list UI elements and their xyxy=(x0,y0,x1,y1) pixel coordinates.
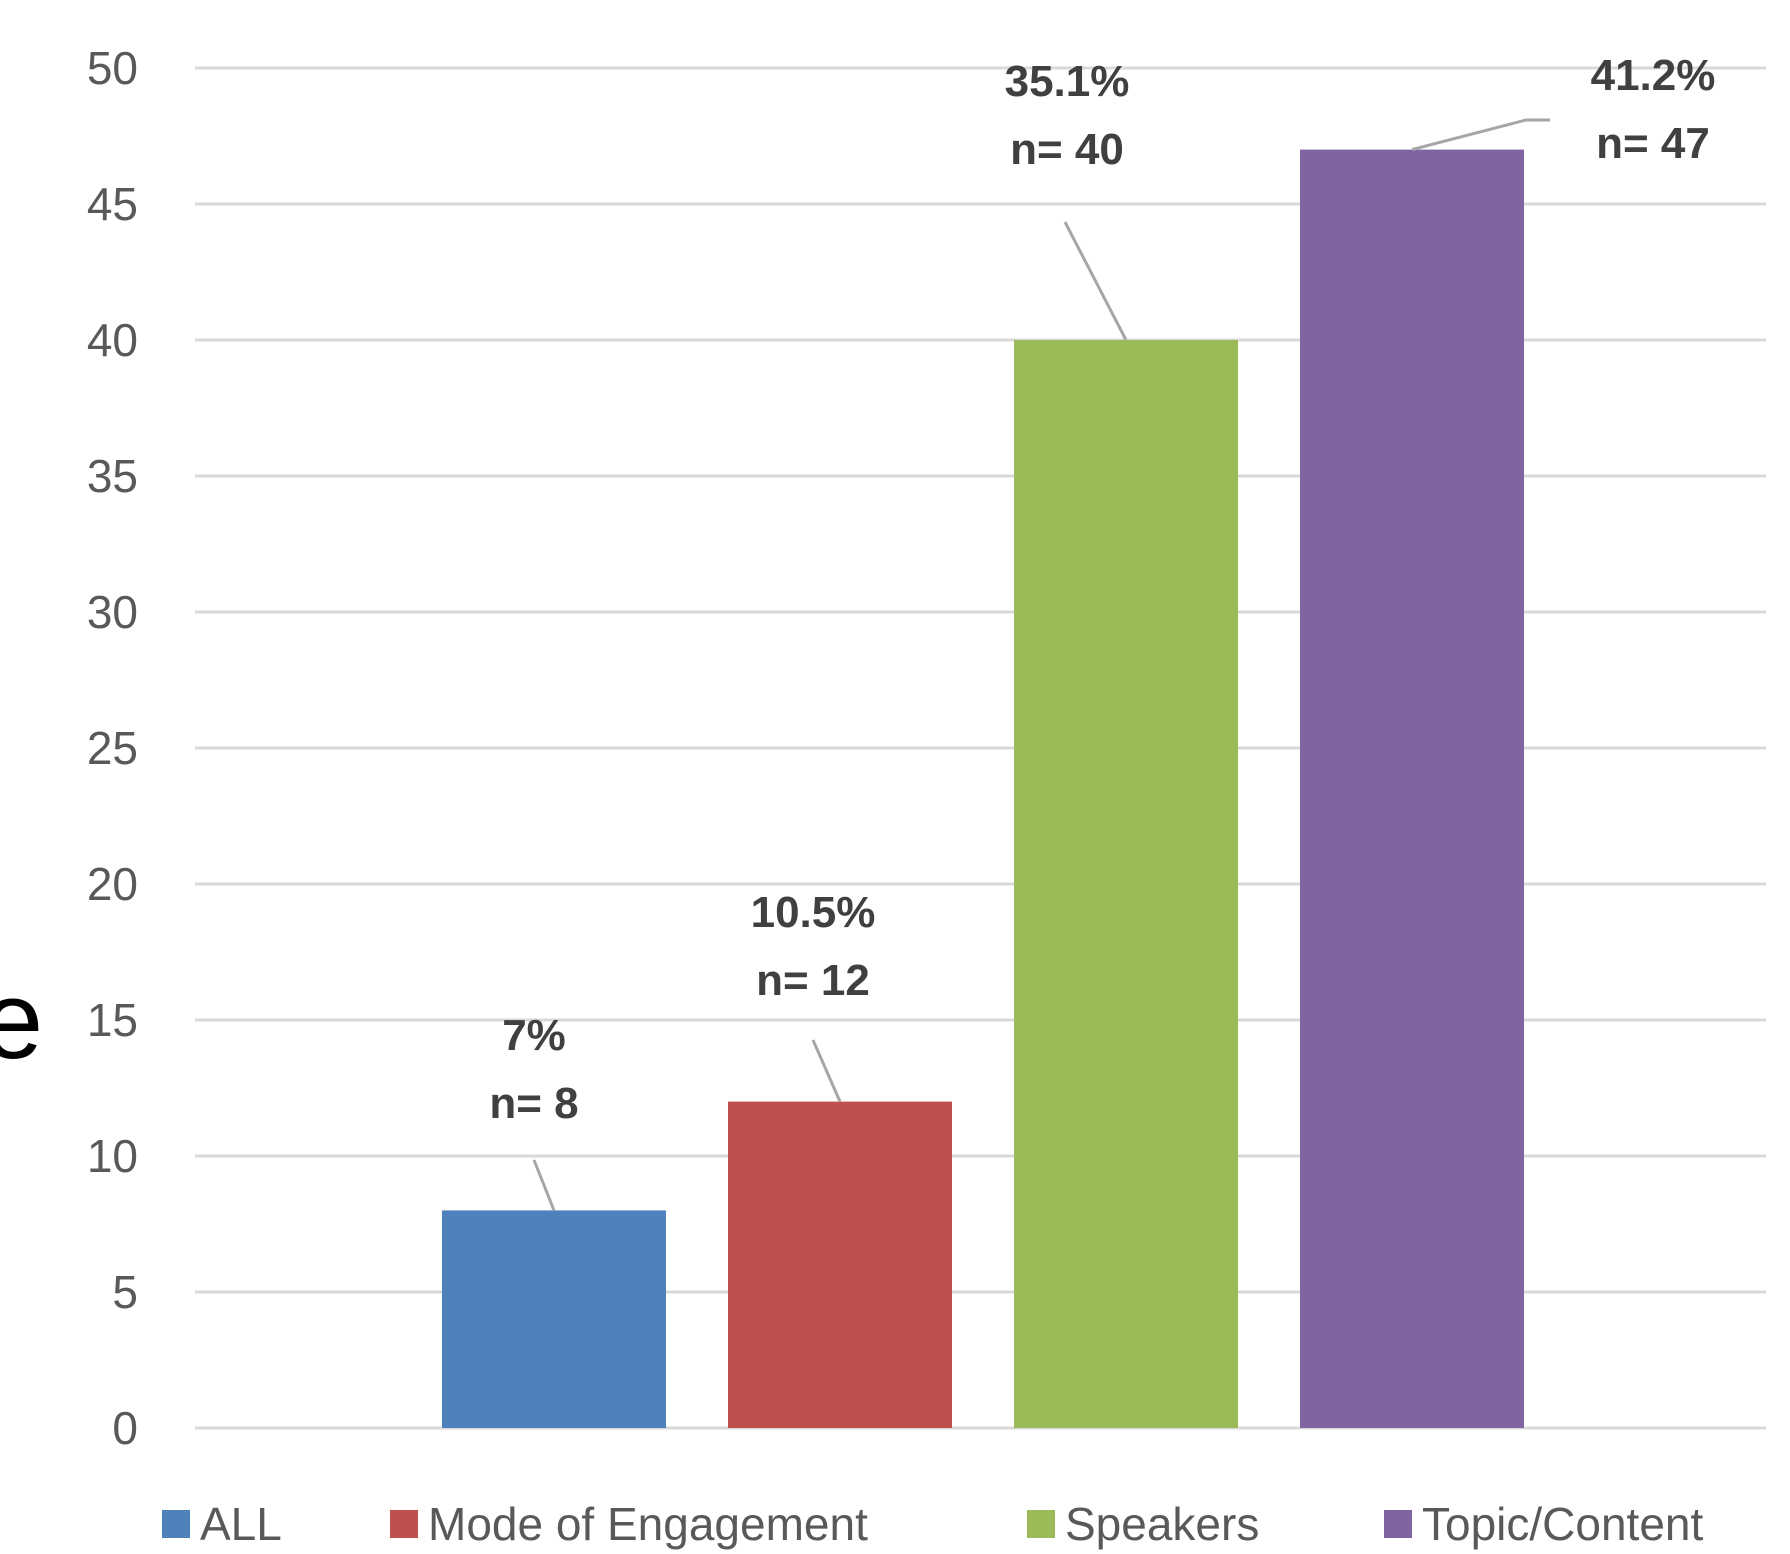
legend-swatch xyxy=(390,1510,418,1538)
data-labels: 7% n= 8 10.5% n= 12 35.1% n= 40 41.2% n= 47 xyxy=(489,51,1716,1211)
data-label-n: n= 47 xyxy=(1596,119,1710,168)
data-label-n: n= 8 xyxy=(489,1079,578,1128)
y-tick-label: 25 xyxy=(87,722,138,774)
y-tick-label: 5 xyxy=(112,1266,138,1318)
data-label-pct: 41.2% xyxy=(1591,51,1716,100)
y-axis-ticks: 0 5 10 15 20 25 30 35 40 45 50 xyxy=(87,42,138,1454)
y-tick-label: 30 xyxy=(87,586,138,638)
y-tick-label: 35 xyxy=(87,450,138,502)
leader-line xyxy=(532,1159,556,1211)
leader-line xyxy=(1063,221,1128,341)
legend: ALL Mode of Engagement Speakers Topic/Conte… xyxy=(162,1498,1703,1550)
leader-line xyxy=(811,1039,842,1103)
data-label-pct: 10.5% xyxy=(751,888,876,937)
y-tick-label: 50 xyxy=(87,42,138,94)
y-tick-label: 20 xyxy=(87,858,138,910)
legend-label: Topic/Content xyxy=(1422,1498,1703,1550)
y-tick-label: 15 xyxy=(87,994,138,1046)
legend-swatch xyxy=(1027,1510,1055,1538)
gridlines xyxy=(195,66,1766,1430)
data-label-n: n= 12 xyxy=(756,956,870,1005)
data-label-pct: 35.1% xyxy=(1005,57,1130,106)
bar-mode-of-engagement xyxy=(728,1101,952,1428)
y-tick-label: 0 xyxy=(112,1402,138,1454)
data-label-pct: 7% xyxy=(502,1011,566,1060)
legend-label: Speakers xyxy=(1065,1498,1259,1550)
bar-speakers xyxy=(1014,340,1238,1428)
y-tick-label: 40 xyxy=(87,314,138,366)
data-label-n: n= 40 xyxy=(1010,125,1124,174)
legend-swatch xyxy=(1384,1510,1412,1538)
y-tick-label: 45 xyxy=(87,178,138,230)
bar-all xyxy=(442,1210,666,1428)
bars xyxy=(442,149,1524,1429)
legend-label: ALL xyxy=(200,1498,282,1550)
legend-label: Mode of Engagement xyxy=(428,1498,868,1550)
y-tick-label: 10 xyxy=(87,1130,138,1182)
leader-line xyxy=(1411,118,1550,152)
stray-text: e xyxy=(0,959,43,1082)
legend-swatch xyxy=(162,1510,190,1538)
bar-topic-content xyxy=(1300,149,1524,1429)
